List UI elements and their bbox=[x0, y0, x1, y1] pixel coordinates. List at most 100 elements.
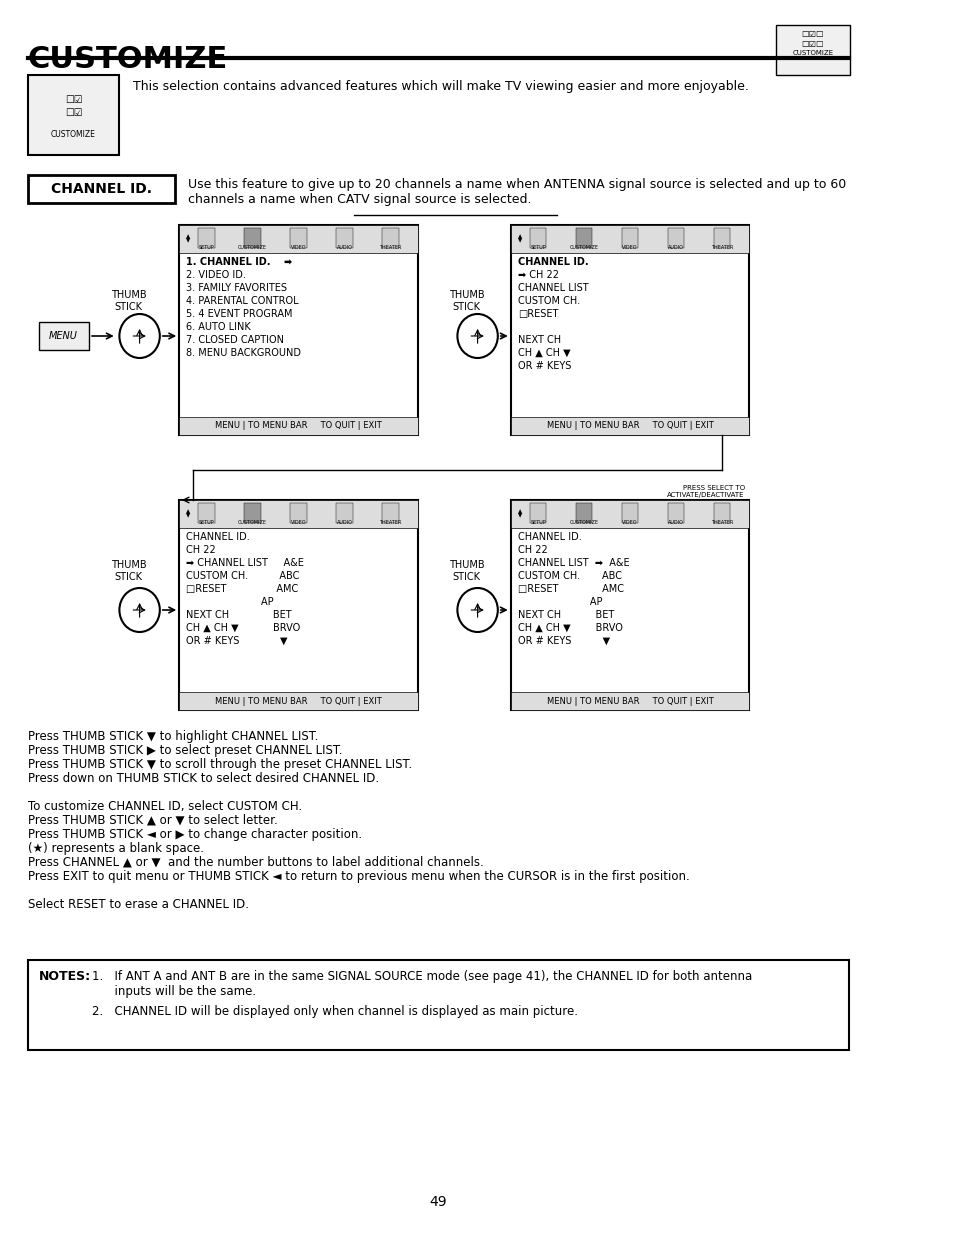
Bar bbox=[510, 500, 749, 529]
Text: ☐☑☐: ☐☑☐ bbox=[801, 30, 823, 40]
Bar bbox=[28, 960, 848, 1050]
Bar bbox=[713, 503, 729, 522]
Text: 1.   If ANT A and ANT B are in the same SIGNAL SOURCE mode (see page 41), the CH: 1. If ANT A and ANT B are in the same SI… bbox=[91, 969, 751, 998]
Text: Press THUMB STICK ▼ to scroll through the preset CHANNEL LIST.: Press THUMB STICK ▼ to scroll through th… bbox=[28, 758, 412, 771]
Text: □RESET: □RESET bbox=[517, 309, 558, 319]
Text: CUSTOM CH.       ABC: CUSTOM CH. ABC bbox=[517, 571, 621, 580]
Bar bbox=[530, 503, 546, 522]
Bar bbox=[530, 228, 546, 248]
Text: Press down on THUMB STICK to select desired CHANNEL ID.: Press down on THUMB STICK to select desi… bbox=[28, 772, 378, 785]
Text: CHANNEL LIST  ➡  A&E: CHANNEL LIST ➡ A&E bbox=[517, 558, 629, 568]
Text: AUDIO: AUDIO bbox=[336, 245, 352, 249]
Text: OR # KEYS          ▼: OR # KEYS ▼ bbox=[517, 636, 610, 646]
Bar bbox=[510, 692, 749, 710]
Bar bbox=[776, 25, 849, 75]
Text: CH 22: CH 22 bbox=[186, 545, 216, 555]
Text: NOTES:: NOTES: bbox=[38, 969, 91, 983]
Bar bbox=[290, 503, 307, 522]
Text: AP: AP bbox=[517, 597, 602, 606]
Text: 3. FAMILY FAVORITES: 3. FAMILY FAVORITES bbox=[186, 283, 287, 293]
Bar bbox=[667, 228, 683, 248]
Text: THUMB: THUMB bbox=[111, 559, 146, 571]
Text: CUSTOMIZE: CUSTOMIZE bbox=[238, 520, 267, 525]
Text: 4. PARENTAL CONTROL: 4. PARENTAL CONTROL bbox=[186, 296, 298, 306]
Text: AUDIO: AUDIO bbox=[667, 245, 683, 249]
Text: 8. MENU BACKGROUND: 8. MENU BACKGROUND bbox=[186, 348, 301, 358]
Text: 6. AUTO LINK: 6. AUTO LINK bbox=[186, 322, 251, 332]
Text: STICK: STICK bbox=[114, 572, 142, 582]
Bar bbox=[335, 228, 353, 248]
Text: Use this feature to give up to 20 channels a name when ANTENNA signal source is : Use this feature to give up to 20 channe… bbox=[188, 178, 845, 191]
Text: CHANNEL ID.: CHANNEL ID. bbox=[51, 182, 152, 196]
Text: CUSTOMIZE: CUSTOMIZE bbox=[569, 245, 598, 249]
Bar bbox=[244, 503, 260, 522]
Text: PRESS SELECT TO
ACTIVATE/DEACTIVATE: PRESS SELECT TO ACTIVATE/DEACTIVATE bbox=[667, 485, 744, 498]
Text: OR # KEYS: OR # KEYS bbox=[517, 361, 571, 370]
Text: ▲
▼: ▲ ▼ bbox=[517, 235, 521, 243]
Text: ☐☑☐: ☐☑☐ bbox=[801, 40, 823, 49]
Bar bbox=[510, 225, 749, 253]
Text: VIDEO: VIDEO bbox=[621, 520, 638, 525]
Text: VIDEO: VIDEO bbox=[291, 520, 306, 525]
Text: THUMB: THUMB bbox=[448, 559, 484, 571]
Text: ☐☑: ☐☑ bbox=[65, 107, 82, 119]
Text: VIDEO: VIDEO bbox=[291, 245, 306, 249]
Text: Press THUMB STICK ◄ or ▶ to change character position.: Press THUMB STICK ◄ or ▶ to change chara… bbox=[28, 827, 361, 841]
Text: CUSTOM CH.: CUSTOM CH. bbox=[517, 296, 579, 306]
Bar bbox=[179, 417, 417, 435]
Text: CUSTOMIZE: CUSTOMIZE bbox=[51, 130, 96, 140]
Text: STICK: STICK bbox=[452, 572, 480, 582]
Text: ▲
▼: ▲ ▼ bbox=[186, 509, 191, 519]
Bar bbox=[198, 228, 214, 248]
Text: Press THUMB STICK ▲ or ▼ to select letter.: Press THUMB STICK ▲ or ▼ to select lette… bbox=[28, 814, 277, 827]
Bar bbox=[510, 500, 749, 710]
Bar bbox=[667, 503, 683, 522]
Text: OR # KEYS             ▼: OR # KEYS ▼ bbox=[186, 636, 288, 646]
Text: SETUP: SETUP bbox=[530, 245, 545, 249]
Bar bbox=[382, 228, 398, 248]
Bar bbox=[290, 228, 307, 248]
Text: CHANNEL ID.: CHANNEL ID. bbox=[517, 257, 588, 267]
Text: MENU | TO MENU BAR     TO QUIT | EXIT: MENU | TO MENU BAR TO QUIT | EXIT bbox=[546, 421, 713, 431]
Bar bbox=[179, 225, 417, 435]
Bar bbox=[576, 503, 592, 522]
Text: To customize CHANNEL ID, select CUSTOM CH.: To customize CHANNEL ID, select CUSTOM C… bbox=[28, 800, 301, 813]
Text: 2. VIDEO ID.: 2. VIDEO ID. bbox=[186, 270, 246, 280]
Text: CHANNEL ID.: CHANNEL ID. bbox=[517, 532, 581, 542]
Text: ▲
▼: ▲ ▼ bbox=[517, 509, 521, 519]
Text: Press THUMB STICK ▶ to select preset CHANNEL LIST.: Press THUMB STICK ▶ to select preset CHA… bbox=[28, 743, 342, 757]
Bar bbox=[179, 500, 417, 529]
Text: CUSTOM CH.          ABC: CUSTOM CH. ABC bbox=[186, 571, 299, 580]
Text: 49: 49 bbox=[429, 1195, 446, 1209]
Bar bbox=[28, 175, 174, 203]
Text: THUMB: THUMB bbox=[111, 290, 146, 300]
Text: THEATER: THEATER bbox=[378, 245, 401, 249]
Text: CH ▲ CH ▼           BRVO: CH ▲ CH ▼ BRVO bbox=[186, 622, 300, 634]
Text: Press EXIT to quit menu or THUMB STICK ◄ to return to previous menu when the CUR: Press EXIT to quit menu or THUMB STICK ◄… bbox=[28, 869, 689, 883]
Text: NEXT CH              BET: NEXT CH BET bbox=[186, 610, 292, 620]
Bar bbox=[28, 75, 119, 156]
Bar bbox=[510, 225, 749, 435]
Text: AUDIO: AUDIO bbox=[667, 520, 683, 525]
Bar bbox=[713, 228, 729, 248]
Text: CHANNEL LIST: CHANNEL LIST bbox=[517, 283, 588, 293]
Bar bbox=[382, 503, 398, 522]
Bar bbox=[576, 228, 592, 248]
Text: 2.   CHANNEL ID will be displayed only when channel is displayed as main picture: 2. CHANNEL ID will be displayed only whe… bbox=[91, 1005, 578, 1018]
Text: CUSTOMIZE: CUSTOMIZE bbox=[569, 520, 598, 525]
Text: THEATER: THEATER bbox=[378, 520, 401, 525]
Text: (★) represents a blank space.: (★) represents a blank space. bbox=[28, 842, 203, 855]
Bar bbox=[335, 503, 353, 522]
Bar bbox=[198, 503, 214, 522]
Text: SETUP: SETUP bbox=[198, 520, 214, 525]
Bar bbox=[179, 225, 417, 253]
Text: STICK: STICK bbox=[114, 303, 142, 312]
Text: ☐☑: ☐☑ bbox=[65, 95, 82, 105]
Text: SETUP: SETUP bbox=[198, 245, 214, 249]
Bar bbox=[179, 500, 417, 710]
Text: CUSTOMIZE: CUSTOMIZE bbox=[238, 245, 267, 249]
Bar bbox=[621, 503, 638, 522]
Text: 1. CHANNEL ID.    ➡: 1. CHANNEL ID. ➡ bbox=[186, 257, 293, 267]
Text: CUSTOMIZE: CUSTOMIZE bbox=[791, 49, 833, 56]
Text: CH ▲ CH ▼        BRVO: CH ▲ CH ▼ BRVO bbox=[517, 622, 622, 634]
